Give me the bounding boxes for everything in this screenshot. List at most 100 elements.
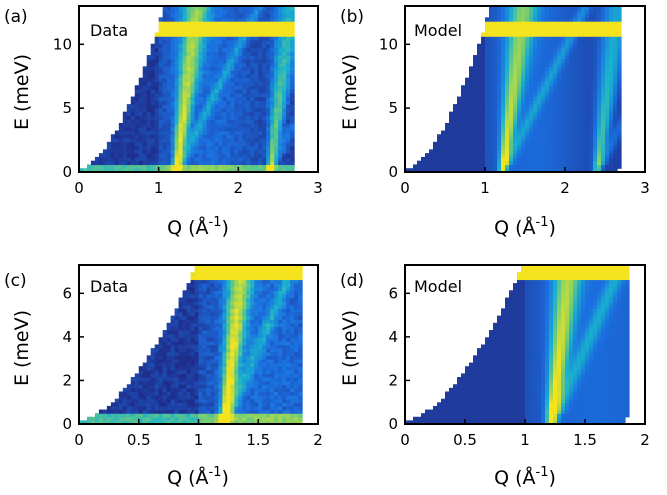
heatmap-cell xyxy=(138,85,144,90)
heatmap-cell xyxy=(589,119,594,124)
heatmap-cell xyxy=(529,17,534,22)
heatmap-cell xyxy=(202,32,208,37)
heatmap-cell xyxy=(126,138,132,143)
heatmap-cell xyxy=(266,43,271,49)
heatmap-cell xyxy=(166,377,172,382)
heatmap-cell xyxy=(218,70,223,75)
heatmap-cell xyxy=(262,377,267,382)
heatmap-cell xyxy=(82,420,88,425)
heatmap-cell xyxy=(274,384,279,389)
heatmap-cell xyxy=(445,149,450,154)
heatmap-cell xyxy=(517,100,522,105)
heatmap-cell xyxy=(601,96,606,101)
heatmap-cell xyxy=(166,122,172,128)
heatmap-cell xyxy=(453,160,458,166)
heatmap-cell xyxy=(182,149,188,154)
heatmap-cell xyxy=(158,51,164,56)
heatmap-cell xyxy=(238,77,243,83)
heatmap-cell xyxy=(270,153,275,158)
heatmap-cell xyxy=(282,70,287,75)
heatmap-cell xyxy=(210,416,216,421)
heatmap-cell xyxy=(254,164,259,169)
y-tick-label: 0 xyxy=(62,163,72,181)
heatmap-cell xyxy=(565,13,570,18)
heatmap-cell xyxy=(230,126,235,132)
heatmap-cell xyxy=(274,111,279,117)
heatmap-cell xyxy=(549,77,554,83)
heatmap-cell xyxy=(150,369,156,375)
heatmap-cell xyxy=(150,160,156,166)
heatmap-cell xyxy=(186,398,192,403)
heatmap-cell xyxy=(118,416,124,421)
heatmap-cell xyxy=(166,9,172,15)
heatmap-cell xyxy=(266,344,271,349)
heatmap-cell xyxy=(154,373,160,378)
heatmap-cell xyxy=(613,58,618,64)
heatmap-cell xyxy=(174,348,180,353)
heatmap-cell xyxy=(154,138,160,143)
heatmap-cell xyxy=(505,107,510,113)
heatmap-cell xyxy=(481,168,486,173)
heatmap-cell xyxy=(222,73,227,79)
heatmap-cell xyxy=(517,104,522,109)
heatmap-cell xyxy=(242,104,247,109)
heatmap-cell xyxy=(545,62,550,67)
heatmap-cell xyxy=(262,32,267,37)
heatmap-cell xyxy=(194,333,200,338)
heatmap-cell xyxy=(154,395,160,400)
heatmap-cell xyxy=(481,104,486,109)
heatmap-cell xyxy=(290,153,295,158)
heatmap-cell xyxy=(250,297,255,302)
heatmap-cell xyxy=(230,297,235,302)
heatmap-cell xyxy=(569,43,574,49)
heatmap-cell xyxy=(473,58,478,64)
heatmap-cell xyxy=(210,126,216,132)
heatmap-cell xyxy=(222,62,227,67)
heatmap-cell xyxy=(214,344,220,349)
heatmap-cell xyxy=(489,115,494,120)
heatmap-cell xyxy=(597,164,602,169)
heatmap-cell xyxy=(134,398,140,403)
heatmap-cell xyxy=(234,413,239,418)
heatmap-cell xyxy=(485,138,490,143)
heatmap-cell xyxy=(222,115,227,120)
heatmap-cell xyxy=(222,405,227,411)
heatmap-cell xyxy=(182,66,188,71)
heatmap-cell xyxy=(541,141,546,147)
heatmap-cell xyxy=(513,32,518,37)
heatmap-cell xyxy=(457,126,462,132)
heatmap-cell xyxy=(497,115,502,120)
heatmap-cell xyxy=(529,100,534,105)
heatmap-cell xyxy=(493,70,498,75)
heatmap-cell xyxy=(521,134,526,139)
heatmap-cell xyxy=(262,366,267,371)
heatmap-cell xyxy=(537,153,542,158)
heatmap-cell xyxy=(513,107,518,113)
heatmap-cell xyxy=(174,344,180,349)
heatmap-cell xyxy=(222,402,227,407)
heatmap-cell xyxy=(206,134,212,139)
heatmap-cell xyxy=(142,398,148,403)
heatmap-cell xyxy=(605,77,610,83)
heatmap-cell xyxy=(138,145,144,150)
heatmap-cell xyxy=(210,77,216,83)
heatmap-cell xyxy=(214,333,220,338)
heatmap-cell xyxy=(537,21,542,26)
heatmap-cell xyxy=(130,104,136,109)
heatmap-cell xyxy=(218,420,223,425)
heatmap-cell xyxy=(222,24,227,30)
heatmap-cell xyxy=(278,141,283,147)
heatmap-cell xyxy=(489,24,494,30)
heatmap-cell xyxy=(190,62,196,67)
heatmap-cell xyxy=(609,32,614,37)
heatmap-cell xyxy=(178,340,184,346)
heatmap-cell xyxy=(266,369,271,375)
heatmap-cell xyxy=(262,293,267,299)
heatmap-cell xyxy=(469,77,474,83)
heatmap-cell xyxy=(557,85,562,90)
heatmap-cell xyxy=(206,138,212,143)
heatmap-cell xyxy=(210,405,216,411)
heatmap-cell xyxy=(234,340,239,346)
heatmap-cell xyxy=(258,153,263,158)
heatmap-cell xyxy=(529,9,534,15)
